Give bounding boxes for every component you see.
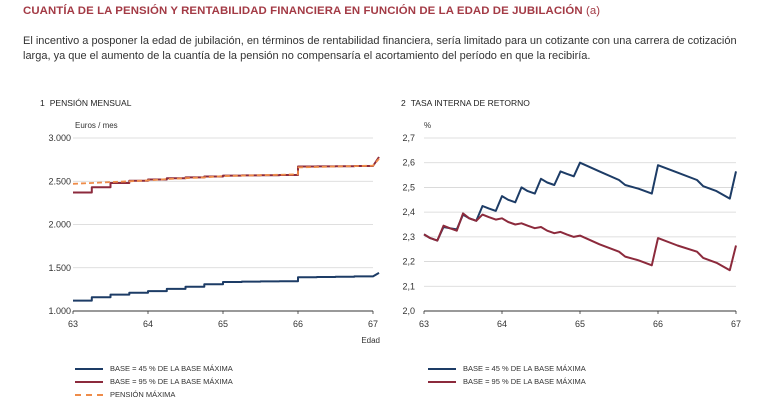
chart-tasa-interna-retorno: 2,0 2,1 2,2 2,3 2,4 2,5 2,6 2,7 63 64 65 66 67% [402,121,741,329]
y-tick-label: 2,4 [402,207,415,217]
chart-1-heading: 1 PENSIÓN MENSUAL [40,98,131,108]
y-tick-label: 2,5 [402,182,415,192]
x-axis-label: Edad [361,336,380,345]
series-line-1 [73,272,380,302]
series-line-2 [423,212,737,272]
legend-swatch-orange [75,393,103,396]
x-tick-label: 63 [68,319,78,329]
y-axis-label: Euros / mes [75,121,118,130]
x-tick-label: 67 [731,319,741,329]
chart-pension-mensual: 1.000 1.500 2.000 2.500 3.000 63 64 65 66 67 Euros… [48,121,380,345]
legend-label: BASE = 45 % DE LA BASE MÁXIMA [110,364,233,373]
series-line-3 [72,158,380,185]
series-line-2 [73,156,380,194]
legend-item: BASE = 45 % DE LA BASE MÁXIMA [75,362,233,375]
x-tick-label: 65 [218,319,228,329]
y-tick-label: 2.000 [48,220,71,230]
x-tick-label: 63 [419,319,429,329]
x-tick-label: 66 [653,319,663,329]
y-tick-label: 2,1 [402,281,415,291]
chart-2-heading: 2 TASA INTERNA DE RETORNO [401,98,530,108]
x-tick-label: 66 [293,319,303,329]
chart-2-number: 2 [401,98,406,108]
chart-1-number: 1 [40,98,45,108]
series-line-1 [423,161,737,242]
y-tick-label: 3.000 [48,133,71,143]
y-tick-label: 2,6 [402,158,415,168]
legend-item: BASE = 95 % DE LA BASE MÁXIMA [428,375,586,388]
legend-item: PENSIÓN MÁXIMA [75,388,233,401]
y-tick-label: 2,7 [402,133,415,143]
x-tick-label: 64 [497,319,507,329]
legend-label: BASE = 95 % DE LA BASE MÁXIMA [110,377,233,386]
x-tick-label: 67 [368,319,378,329]
chart-2-legend: BASE = 45 % DE LA BASE MÁXIMA BASE = 95 … [428,362,586,388]
legend-label: BASE = 95 % DE LA BASE MÁXIMA [463,377,586,386]
y-tick-label: 1.500 [48,263,71,273]
legend-swatch-maroon [75,380,103,383]
legend-swatch-navy [75,367,103,370]
x-tick-label: 65 [575,319,585,329]
chart-1-title: PENSIÓN MENSUAL [49,98,132,108]
legend-swatch-navy [428,367,456,370]
figure-title-text: CUANTÍA DE LA PENSIÓN Y RENTABILIDAD FIN… [23,5,583,17]
figure-title: CUANTÍA DE LA PENSIÓN Y RENTABILIDAD FIN… [23,5,600,17]
y-tick-label: 2,3 [402,232,415,242]
chart-2-title: TASA INTERNA DE RETORNO [410,98,530,108]
legend-item: BASE = 95 % DE LA BASE MÁXIMA [75,375,233,388]
legend-label: BASE = 45 % DE LA BASE MÁXIMA [463,364,586,373]
legend-swatch-maroon [428,380,456,383]
y-tick-label: 1.000 [48,306,71,316]
chart-1-legend: BASE = 45 % DE LA BASE MÁXIMA BASE = 95 … [75,362,233,401]
y-axis-label: % [424,121,431,130]
x-tick-label: 64 [143,319,153,329]
y-tick-label: 2,0 [402,306,415,316]
y-tick-label: 2,2 [402,257,415,267]
legend-label: PENSIÓN MÁXIMA [110,390,176,399]
y-tick-label: 2.500 [48,176,71,186]
figure-title-suffix: (a) [585,5,601,17]
intro-paragraph: El incentivo a posponer la edad de jubil… [23,35,737,62]
legend-item: BASE = 45 % DE LA BASE MÁXIMA [428,362,586,375]
